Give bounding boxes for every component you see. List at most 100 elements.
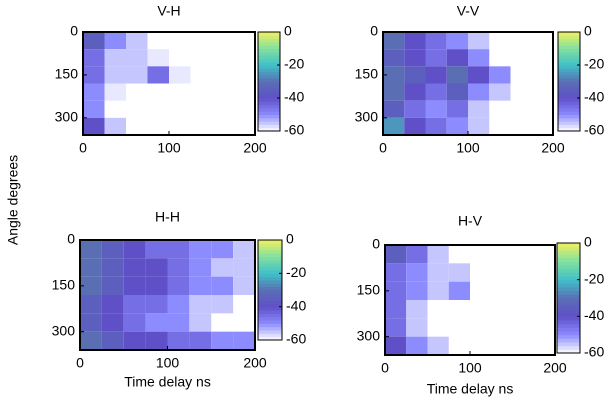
heat-cell — [167, 276, 190, 295]
heat-cell — [211, 240, 234, 259]
heat-cell — [104, 32, 126, 50]
heat-cell — [383, 66, 405, 84]
colorbar-band — [558, 117, 580, 122]
heat-cell — [101, 313, 124, 332]
colorbar-band — [258, 41, 280, 46]
colorbar-band — [558, 74, 580, 79]
colorbar-band — [557, 261, 580, 266]
heat-cell — [101, 331, 124, 350]
colorbar-band — [258, 84, 280, 89]
colorbar-tick-label: 0 — [584, 23, 592, 39]
x-tick-label: 0 — [379, 140, 387, 156]
colorbar-band — [557, 323, 580, 328]
heat-cell — [145, 240, 168, 259]
heat-cell — [145, 313, 168, 332]
heat-cell — [425, 117, 447, 135]
colorbar-tick-label: 0 — [584, 234, 592, 250]
colorbar-band — [258, 240, 282, 244]
heat-cell — [385, 245, 407, 264]
colorbar-band — [258, 94, 280, 99]
heat-cell — [489, 83, 511, 101]
heat-cell — [189, 313, 212, 332]
heat-cell — [189, 276, 212, 295]
heat-cell — [83, 49, 105, 67]
y-tick-label: 300 — [55, 109, 79, 125]
colorbar-band — [258, 117, 280, 122]
heat-cell — [101, 295, 124, 314]
heat-cell — [385, 300, 407, 319]
heat-cell — [406, 263, 428, 282]
heat-cell — [83, 66, 105, 84]
colorbar-band — [557, 276, 580, 281]
colorbar-frame — [557, 31, 581, 132]
heat-cell — [189, 295, 212, 314]
heat-cell — [383, 117, 405, 135]
heat-cell — [167, 295, 190, 314]
colorbar-band — [558, 111, 580, 115]
colorbar-band — [258, 65, 280, 69]
colorbar-band — [558, 35, 580, 40]
colorbar-band — [258, 78, 280, 82]
heat-cell — [233, 240, 255, 259]
heat-cell — [189, 240, 212, 259]
colorbar-band — [557, 283, 580, 288]
heat-cell — [404, 100, 426, 118]
colorbar-band — [558, 61, 580, 66]
x-tick-label: 0 — [79, 140, 87, 156]
x-tick-label: 200 — [243, 140, 267, 156]
heat-cell — [211, 258, 234, 277]
colorbar-band — [258, 286, 282, 291]
colorbar-band — [557, 312, 580, 317]
colorbar-band — [258, 243, 282, 248]
x-tick-label: 200 — [243, 355, 267, 371]
heat-cell — [145, 276, 168, 295]
colorbar-tick-label: 0 — [286, 231, 294, 247]
x-tick-label: 0 — [76, 355, 84, 371]
colorbar-band — [558, 41, 580, 46]
colorbar-band — [258, 263, 282, 268]
heat-cell — [425, 32, 447, 50]
heat-cell — [406, 300, 428, 319]
x-tick-label: 100 — [456, 140, 480, 156]
heat-cell — [468, 100, 490, 118]
heat-cell — [383, 83, 405, 101]
heat-cell — [104, 49, 126, 67]
heat-cell — [123, 313, 146, 332]
colorbar-band — [258, 127, 280, 132]
heat-cell — [383, 49, 405, 67]
colorbar-band — [558, 45, 580, 49]
colorbar-band — [258, 98, 280, 102]
heat-cell — [404, 66, 426, 84]
colorbar-band — [258, 74, 280, 79]
colorbar-band — [558, 127, 580, 132]
colorbar-band — [258, 333, 282, 338]
colorbar-band — [258, 316, 282, 321]
heat-cell — [385, 263, 407, 282]
heat-cell — [83, 100, 105, 118]
x-tick-label: 100 — [157, 140, 181, 156]
heat-cell — [468, 117, 490, 135]
x-tick-label: 200 — [541, 140, 565, 156]
colorbar-band — [258, 114, 280, 119]
colorbar-band — [258, 256, 282, 261]
colorbar-tick-label: -40 — [284, 89, 304, 105]
y-tick-label: 300 — [357, 327, 381, 343]
colorbar-band — [258, 290, 282, 294]
colorbar-band — [258, 71, 280, 76]
colorbar-band — [557, 316, 580, 321]
colorbar-band — [557, 294, 580, 299]
colorbar-tick-label: -20 — [284, 56, 304, 72]
colorbar-tick-label: -60 — [284, 122, 304, 138]
colorbar-band — [258, 336, 282, 341]
heat-cell — [446, 83, 468, 101]
colorbar-band — [258, 88, 280, 92]
x-tick-label: 100 — [156, 355, 180, 371]
y-tick-label: 150 — [52, 277, 76, 293]
colorbar-band — [258, 273, 282, 278]
heat-cell — [189, 258, 212, 277]
colorbar-band — [258, 320, 282, 324]
colorbar-tick-label: -40 — [286, 297, 306, 313]
colorbar-band — [557, 305, 580, 310]
colorbar-band — [258, 260, 282, 264]
